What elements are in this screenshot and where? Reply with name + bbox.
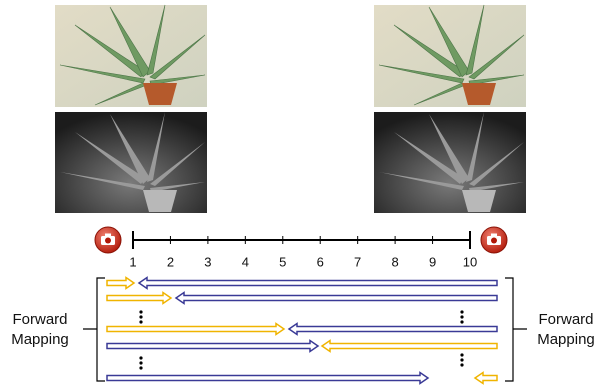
tick-label: 5 [279,254,286,269]
camera-icon [95,227,121,253]
mapping-arrow [289,324,497,335]
right-label: Mapping [537,331,595,348]
ellipsis [139,310,463,369]
mapping-arrow [107,278,134,289]
mapping-arrow [107,293,171,304]
mapping-arrow [107,341,318,352]
left-label: Mapping [11,331,69,348]
left-label: Forward [12,311,67,328]
tick-label: 7 [354,254,361,269]
right-bracket [505,278,527,381]
left-bracket [83,278,105,381]
diagram: Forward Mapping Forward Mapping 1 2 3 4 5 6 7 8… [0,0,600,388]
tick-label: 6 [317,254,324,269]
tick-label: 8 [391,254,398,269]
tick-label: 1 [129,254,136,269]
mapping-arrow [139,278,497,289]
depth-image-right [374,112,526,213]
tick-label: 3 [204,254,211,269]
mapping-arrow [176,293,497,304]
mapping-arrow [322,341,497,352]
tick-label: 9 [429,254,436,269]
color-image-right [374,5,526,107]
camera-icon [481,227,507,253]
tick-label: 2 [167,254,174,269]
mapping-arrow [107,373,428,384]
mapping-arrow [107,324,284,335]
tick-label: 4 [242,254,249,269]
depth-image-left [55,112,207,213]
color-image-left [55,5,207,107]
mapping-arrow [475,373,497,384]
right-label: Forward [538,311,593,328]
tick-label: 10 [463,254,477,269]
